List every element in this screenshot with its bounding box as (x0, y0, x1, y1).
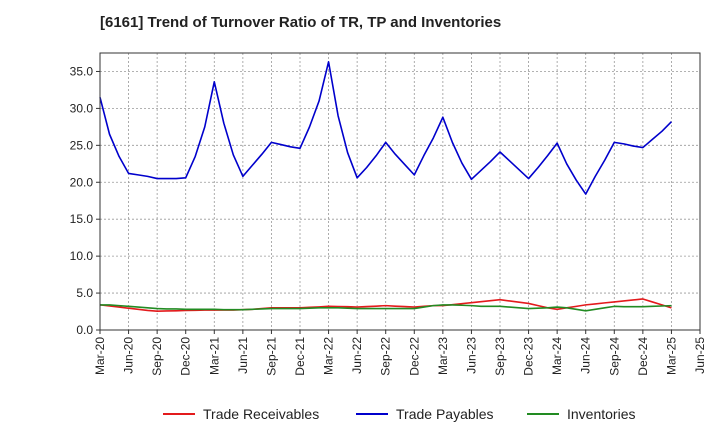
x-tick-label: Jun-20 (122, 337, 136, 374)
x-tick-label: Sep-21 (264, 337, 278, 376)
y-tick-label: 0.0 (76, 323, 93, 337)
legend: Trade Receivables Trade Payables Inventori… (163, 406, 635, 422)
plot-background (100, 53, 700, 330)
x-tick-label: Dec-22 (407, 337, 421, 376)
x-tick-label: Mar-24 (550, 337, 564, 375)
x-tick-label: Dec-20 (179, 337, 193, 376)
x-tick-label: Mar-25 (664, 337, 678, 375)
x-tick-label: Jun-25 (693, 337, 707, 374)
y-tick-label: 15.0 (70, 212, 94, 226)
grid-lines (100, 53, 700, 330)
plot-frame (99, 52, 701, 331)
x-tick-label: Dec-23 (522, 337, 536, 376)
x-tick-label: Mar-21 (207, 337, 221, 375)
x-tick-label: Sep-20 (150, 337, 164, 376)
series-lines (99, 61, 672, 312)
x-tick-label: Mar-23 (436, 337, 450, 375)
chart-title: [6161] Trend of Turnover Ratio of TR, TP… (100, 14, 502, 31)
y-tick-label: 10.0 (70, 249, 94, 263)
x-tick-label: Jun-22 (350, 337, 364, 374)
y-tick-label: 25.0 (70, 138, 94, 152)
x-tick-label: Jun-23 (464, 337, 478, 374)
series-line-trade-payables (99, 61, 672, 195)
legend-label-trade-receivables: Trade Receivables (203, 406, 319, 422)
x-tick-label: Sep-23 (493, 337, 507, 376)
x-axis-tick-labels: Mar-20 Jun-20 Sep-20 Dec-20 Mar-21 Jun-21 Sep-… (93, 330, 707, 376)
y-tick-label: 20.0 (70, 175, 94, 189)
y-tick-label: 35.0 (70, 64, 94, 78)
y-axis-tick-labels: 0.0 5.0 10.0 15.0 20.0 25.0 30.0 35.0 (70, 64, 100, 337)
x-tick-label: Sep-24 (607, 337, 621, 376)
x-tick-label: Jun-24 (579, 337, 593, 374)
x-tick-label: Mar-20 (93, 337, 107, 375)
legend-label-inventories: Inventories (567, 406, 635, 422)
y-tick-label: 30.0 (70, 101, 94, 115)
x-tick-label: Dec-24 (636, 337, 650, 376)
legend-label-trade-payables: Trade Payables (396, 406, 494, 422)
y-tick-label: 5.0 (76, 286, 93, 300)
x-tick-label: Dec-21 (293, 337, 307, 376)
series-line-trade-receivables (99, 298, 672, 312)
series-line-inventories (100, 304, 672, 312)
x-tick-label: Sep-22 (379, 337, 393, 376)
x-tick-label: Jun-21 (236, 337, 250, 374)
x-tick-label: Mar-22 (322, 337, 336, 375)
